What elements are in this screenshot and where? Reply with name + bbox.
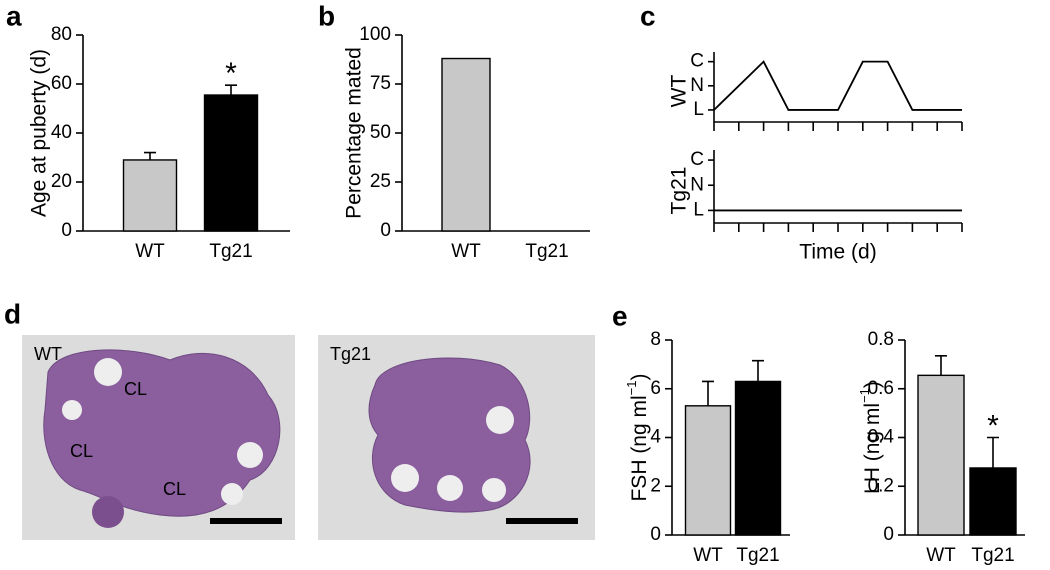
x-tick-label: Tg21 [736,545,779,566]
bar [684,405,732,536]
panel-label: d [4,298,21,329]
y-tick-label: 0.4 [868,427,895,448]
y-tick-label: 0 [380,220,391,241]
follicle [94,358,122,386]
ovary-section [43,349,281,517]
y-axis-label: LH (ng ml−1) [857,381,884,494]
y-tick-label: 0.6 [868,378,894,399]
follicle [237,442,263,468]
y-axis-label-part: −1 [624,380,639,395]
y-tick-label: 40 [51,122,72,143]
follicle [62,400,82,420]
x-tick-label: Tg21 [971,545,1014,566]
error-bar [702,380,714,406]
error-bar [987,436,999,468]
follicle [391,464,419,492]
x-axis-label: Time (d) [799,241,876,264]
follicle [437,475,463,501]
y-tick-label: 60 [51,73,72,94]
y-axis-label-part: ) [861,381,884,388]
y-axis-label: Percentage mated [343,47,366,219]
region-label: CL [70,441,93,461]
y-axis-label: WT [668,75,691,108]
histology-panel: d WT CL CL CL Tg21 [4,298,595,540]
y-tick-label: N [690,75,704,96]
bar [969,467,1017,536]
significance-mark: * [225,57,237,90]
x-tick-label: WT [693,545,723,566]
bar [917,374,965,536]
bar [203,94,259,232]
y-tick-label: 80 [51,24,72,45]
y-tick-label: 6 [650,378,661,399]
y-axis-label-part: ) [628,373,651,380]
region-label: CL [124,379,147,399]
y-tick-label: 25 [370,171,391,192]
y-tick-label: 0 [883,524,894,545]
y-axis-label: FSH (ng ml−1) [624,373,651,501]
error-bar [935,355,947,376]
y-tick-label: 2 [650,475,661,496]
y-axis-label-part: −1 [857,388,872,403]
x-tick-label: Tg21 [525,241,568,262]
panel-label: a [6,0,22,31]
image-label: Tg21 [330,344,371,364]
y-tick-label: 100 [359,24,391,45]
y-tick-label: 75 [370,73,391,94]
error-bar [752,359,764,382]
y-axis-label-part: LH (ng ml [861,403,884,494]
x-tick-label: WT [135,241,165,262]
panel-label: b [318,0,335,31]
bar [734,380,782,536]
tissue-fragment [92,496,124,528]
x-tick-label: Tg21 [209,241,252,262]
y-tick-label: 0.8 [868,329,894,350]
y-tick-label: 8 [650,329,661,350]
y-tick-label: N [690,174,704,195]
region-label: CL [163,479,186,499]
panel-label: e [612,300,628,331]
cycle-line [713,60,962,111]
y-tick-label: 0 [650,524,661,545]
error-bar [144,151,156,160]
panel-label: c [640,0,656,31]
y-tick-label: C [690,149,704,170]
y-tick-label: 4 [650,427,661,448]
follicle [221,483,243,505]
x-tick-label: WT [926,545,956,566]
significance-mark: * [987,409,999,442]
scale-bar [506,518,578,524]
scale-bar [210,518,282,524]
follicle [482,478,506,502]
y-tick-label: L [693,199,704,220]
bar [441,57,491,232]
y-tick-label: 50 [370,122,391,143]
y-tick-label: L [693,99,704,120]
y-axis-label: Tg21 [668,167,691,215]
y-tick-label: C [690,51,704,72]
x-tick-label: WT [451,241,481,262]
bar [122,159,178,232]
follicle [486,406,514,434]
y-axis-label: Age at puberty (d) [28,49,51,217]
y-axis-label-part: FSH (ng ml [628,395,651,501]
y-tick-label: 20 [51,171,72,192]
error-bar [225,84,237,96]
image-label: WT [34,344,62,364]
y-tick-label: 0.2 [868,475,894,496]
y-tick-label: 0 [61,220,72,241]
